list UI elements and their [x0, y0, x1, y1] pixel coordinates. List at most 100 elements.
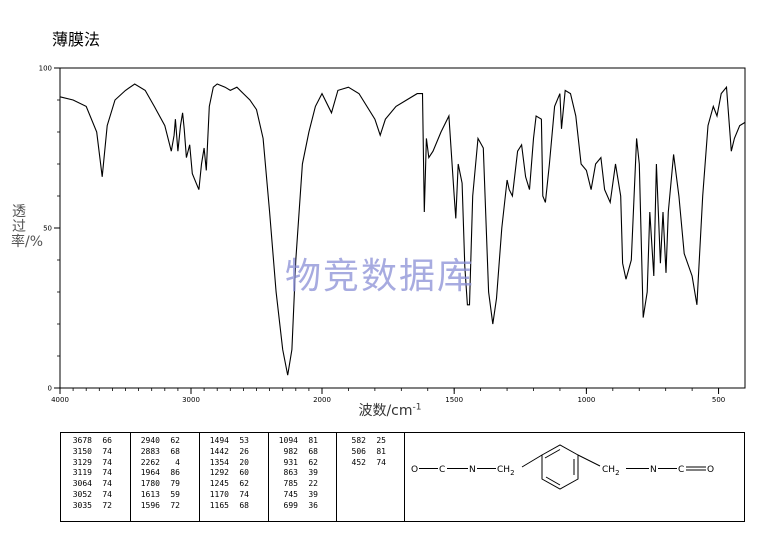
peak-transmittance: 68: [308, 446, 318, 456]
table-row: 863 39: [271, 468, 318, 479]
peak-wavenumber: 506: [351, 446, 366, 456]
column-divider: [404, 433, 405, 521]
table-row: 1442 26: [202, 447, 249, 458]
x-tick-label: 500: [712, 396, 725, 404]
peak-transmittance: 66: [102, 436, 112, 445]
table-row: 2262 4: [133, 458, 180, 469]
peak-wavenumber: 3129: [72, 457, 92, 467]
table-row: 1292 60: [202, 468, 249, 479]
watermark: 物竞数据库: [285, 256, 476, 297]
table-row: 3119 74: [65, 468, 112, 479]
peak-transmittance: 36: [308, 500, 318, 510]
peak-transmittance: 74: [239, 489, 249, 499]
peak-wavenumber: 3119: [72, 468, 92, 478]
bond-ring-ch2-right: [577, 454, 601, 467]
plot-frame: [59, 67, 746, 389]
peak-wavenumber: 1245: [209, 479, 229, 489]
peak-wavenumber: 1780: [140, 479, 160, 489]
peak-transmittance: 74: [102, 446, 112, 456]
peak-transmittance: 81: [376, 446, 386, 456]
chart-axes: [59, 67, 746, 389]
x-tick-label: 3000: [182, 396, 200, 404]
bond-ch2-ring-left: [521, 454, 543, 468]
atom-c-right: C: [678, 465, 684, 475]
peak-transmittance: 72: [102, 500, 112, 510]
peak-wavenumber: 931: [283, 457, 298, 467]
table-row: 1494 53: [202, 436, 249, 447]
peak-wavenumber: 3052: [72, 489, 92, 499]
group-ch2-right: CH2: [602, 465, 620, 477]
peak-transmittance: 74: [102, 479, 112, 489]
table-row: 1165 68: [202, 501, 249, 512]
peak-table-column-2: 2940 62 2883 68 2262 4 1964 86 1780 79 1613 59 1596 7…: [133, 436, 180, 512]
peak-wavenumber: 3150: [72, 446, 92, 456]
peak-table-column-5: 582 25 506 81 452 74: [339, 436, 386, 468]
y-tick-label: 0: [48, 385, 52, 393]
peak-transmittance: 62: [239, 479, 249, 489]
table-row: 1094 81: [271, 436, 318, 447]
peak-wavenumber: 1596: [140, 500, 160, 510]
peak-wavenumber: 2262: [140, 457, 160, 467]
table-row: 982 68: [271, 447, 318, 458]
peak-wavenumber: 3035: [72, 500, 92, 510]
atom-c-left: C: [439, 465, 445, 475]
table-row: 1170 74: [202, 490, 249, 501]
spectrum-series-line: [59, 83, 746, 376]
peak-wavenumber: 785: [283, 479, 298, 489]
peak-table-column-3: 1494 53 1442 26 1354 20 1292 60 1245 62 1170 74 1165…: [202, 436, 249, 512]
group-ch2-left: CH2: [497, 465, 515, 477]
table-row: 506 81: [339, 447, 386, 458]
peak-transmittance: 68: [239, 500, 249, 510]
x-axis-label-superscript: -1: [412, 402, 422, 413]
peak-wavenumber: 1094: [278, 436, 298, 445]
peak-wavenumber: 3678: [72, 436, 92, 445]
column-divider: [268, 433, 269, 521]
peak-transmittance: 25: [376, 436, 386, 445]
table-row: 3129 74: [65, 458, 112, 469]
peak-transmittance: 4: [175, 457, 180, 467]
x-tick-label: 2000: [313, 396, 331, 404]
ring-double-bond-1: [544, 449, 561, 459]
table-row: 1613 59: [133, 490, 180, 501]
table-row: 3678 66: [65, 436, 112, 447]
peak-wavenumber: 1165: [209, 500, 229, 510]
table-row: 3052 74: [65, 490, 112, 501]
chemical-structure: O C N CH2 CH2 N C O: [411, 444, 714, 490]
peak-table-column-1: 3678 66 3150 74 3129 74 3119 74 3064 74 3052 74 3035…: [65, 436, 112, 512]
peak-transmittance: 20: [239, 457, 249, 467]
peak-wavenumber: 1442: [209, 446, 229, 456]
x-tick-label: 1500: [445, 396, 463, 404]
peak-wavenumber: 863: [283, 468, 298, 478]
table-row: 2940 62: [133, 436, 180, 447]
benzene-ring: [541, 444, 579, 490]
peak-transmittance: 74: [376, 457, 386, 467]
table-row: 1596 72: [133, 501, 180, 512]
chart-ticks: 4000 3000 2000 1500 1000 500 0 50 100: [39, 65, 726, 405]
y-tick-label: 100: [39, 65, 52, 73]
atom-o-right: O: [707, 465, 714, 475]
ch2-left-label: CH: [497, 465, 510, 475]
peak-transmittance: 74: [102, 468, 112, 478]
peak-transmittance: 86: [170, 468, 180, 478]
peak-wavenumber: 2940: [140, 436, 160, 445]
peak-wavenumber: 1964: [140, 468, 160, 478]
peak-transmittance: 62: [170, 436, 180, 445]
peak-transmittance: 39: [308, 489, 318, 499]
peak-wavenumber: 1354: [209, 457, 229, 467]
table-row: 1964 86: [133, 468, 180, 479]
atom-o-left: O: [411, 465, 418, 475]
y-axis-label: 透过率/%: [11, 204, 44, 250]
peak-wavenumber: 982: [283, 446, 298, 456]
y-tick-label: 50: [43, 225, 52, 233]
table-row: 785 22: [271, 479, 318, 490]
ring-double-bond-3: [545, 476, 561, 486]
table-row: 582 25: [339, 436, 386, 447]
peak-wavenumber: 452: [351, 457, 366, 467]
column-divider: [336, 433, 337, 521]
x-axis-label: 波数/cm-1: [340, 400, 440, 420]
atom-n-left: N: [469, 465, 476, 475]
ch2-left-subscript: 2: [510, 469, 514, 477]
peak-transmittance: 79: [170, 479, 180, 489]
table-row: 452 74: [339, 458, 386, 469]
peak-wavenumber: 582: [351, 436, 366, 445]
